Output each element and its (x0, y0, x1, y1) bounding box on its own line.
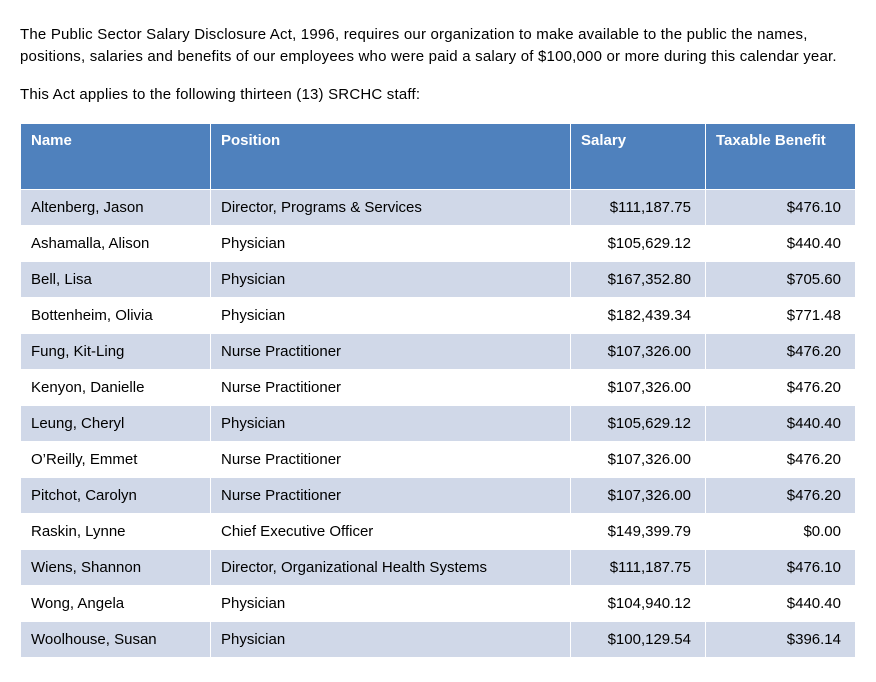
cell-position: Nurse Practitioner (211, 334, 571, 370)
cell-position: Chief Executive Officer (211, 514, 571, 550)
cell-name: Altenberg, Jason (21, 190, 211, 226)
cell-benefit: $0.00 (706, 514, 856, 550)
cell-salary: $107,326.00 (571, 442, 706, 478)
cell-salary: $167,352.80 (571, 262, 706, 298)
cell-name: Fung, Kit-Ling (21, 334, 211, 370)
cell-benefit: $440.40 (706, 226, 856, 262)
cell-name: Bottenheim, Olivia (21, 298, 211, 334)
intro-text: The Public Sector Salary Disclosure Act,… (20, 24, 856, 105)
cell-position: Physician (211, 226, 571, 262)
cell-salary: $107,326.00 (571, 370, 706, 406)
cell-name: Pitchot, Carolyn (21, 478, 211, 514)
table-body: Altenberg, JasonDirector, Programs & Ser… (21, 190, 856, 658)
cell-benefit: $440.40 (706, 406, 856, 442)
cell-benefit: $476.20 (706, 370, 856, 406)
table-row: Wiens, ShannonDirector, Organizational H… (21, 550, 856, 586)
cell-position: Director, Organizational Health Systems (211, 550, 571, 586)
intro-paragraph-2: This Act applies to the following thirte… (20, 84, 856, 106)
cell-position: Physician (211, 406, 571, 442)
cell-benefit: $476.10 (706, 190, 856, 226)
cell-name: O’Reilly, Emmet (21, 442, 211, 478)
cell-position: Director, Programs & Services (211, 190, 571, 226)
cell-benefit: $705.60 (706, 262, 856, 298)
table-head: NamePositionSalaryTaxable Benefit (21, 124, 856, 190)
table-row: Ashamalla, AlisonPhysician$105,629.12$44… (21, 226, 856, 262)
table-header-row: NamePositionSalaryTaxable Benefit (21, 124, 856, 190)
cell-position: Physician (211, 298, 571, 334)
table-row: Wong, AngelaPhysician$104,940.12$440.40 (21, 586, 856, 622)
table-row: Fung, Kit-LingNurse Practitioner$107,326… (21, 334, 856, 370)
cell-salary: $107,326.00 (571, 478, 706, 514)
table-row: Bell, LisaPhysician$167,352.80$705.60 (21, 262, 856, 298)
cell-salary: $105,629.12 (571, 406, 706, 442)
cell-benefit: $476.20 (706, 442, 856, 478)
cell-name: Wong, Angela (21, 586, 211, 622)
cell-benefit: $476.20 (706, 334, 856, 370)
table-row: Pitchot, CarolynNurse Practitioner$107,3… (21, 478, 856, 514)
col-header-name: Name (21, 124, 211, 190)
col-header-benefit: Taxable Benefit (706, 124, 856, 190)
cell-name: Bell, Lisa (21, 262, 211, 298)
table-row: Bottenheim, OliviaPhysician$182,439.34$7… (21, 298, 856, 334)
table-row: Leung, CherylPhysician$105,629.12$440.40 (21, 406, 856, 442)
col-header-salary: Salary (571, 124, 706, 190)
cell-benefit: $476.20 (706, 478, 856, 514)
cell-benefit: $440.40 (706, 586, 856, 622)
cell-salary: $107,326.00 (571, 334, 706, 370)
cell-salary: $100,129.54 (571, 622, 706, 658)
cell-name: Kenyon, Danielle (21, 370, 211, 406)
cell-position: Physician (211, 586, 571, 622)
cell-name: Woolhouse, Susan (21, 622, 211, 658)
cell-position: Nurse Practitioner (211, 478, 571, 514)
cell-salary: $105,629.12 (571, 226, 706, 262)
cell-position: Physician (211, 262, 571, 298)
cell-name: Leung, Cheryl (21, 406, 211, 442)
table-row: Altenberg, JasonDirector, Programs & Ser… (21, 190, 856, 226)
cell-position: Physician (211, 622, 571, 658)
cell-benefit: $396.14 (706, 622, 856, 658)
cell-benefit: $771.48 (706, 298, 856, 334)
table-row: Woolhouse, SusanPhysician$100,129.54$396… (21, 622, 856, 658)
cell-benefit: $476.10 (706, 550, 856, 586)
salary-table: NamePositionSalaryTaxable Benefit Altenb… (20, 123, 856, 658)
intro-paragraph-1: The Public Sector Salary Disclosure Act,… (20, 24, 856, 68)
cell-salary: $149,399.79 (571, 514, 706, 550)
cell-salary: $104,940.12 (571, 586, 706, 622)
cell-position: Nurse Practitioner (211, 442, 571, 478)
cell-name: Ashamalla, Alison (21, 226, 211, 262)
table-row: Raskin, LynneChief Executive Officer$149… (21, 514, 856, 550)
cell-position: Nurse Practitioner (211, 370, 571, 406)
cell-salary: $111,187.75 (571, 550, 706, 586)
table-row: Kenyon, DanielleNurse Practitioner$107,3… (21, 370, 856, 406)
cell-name: Wiens, Shannon (21, 550, 211, 586)
cell-salary: $111,187.75 (571, 190, 706, 226)
table-row: O’Reilly, EmmetNurse Practitioner$107,32… (21, 442, 856, 478)
cell-salary: $182,439.34 (571, 298, 706, 334)
col-header-position: Position (211, 124, 571, 190)
cell-name: Raskin, Lynne (21, 514, 211, 550)
